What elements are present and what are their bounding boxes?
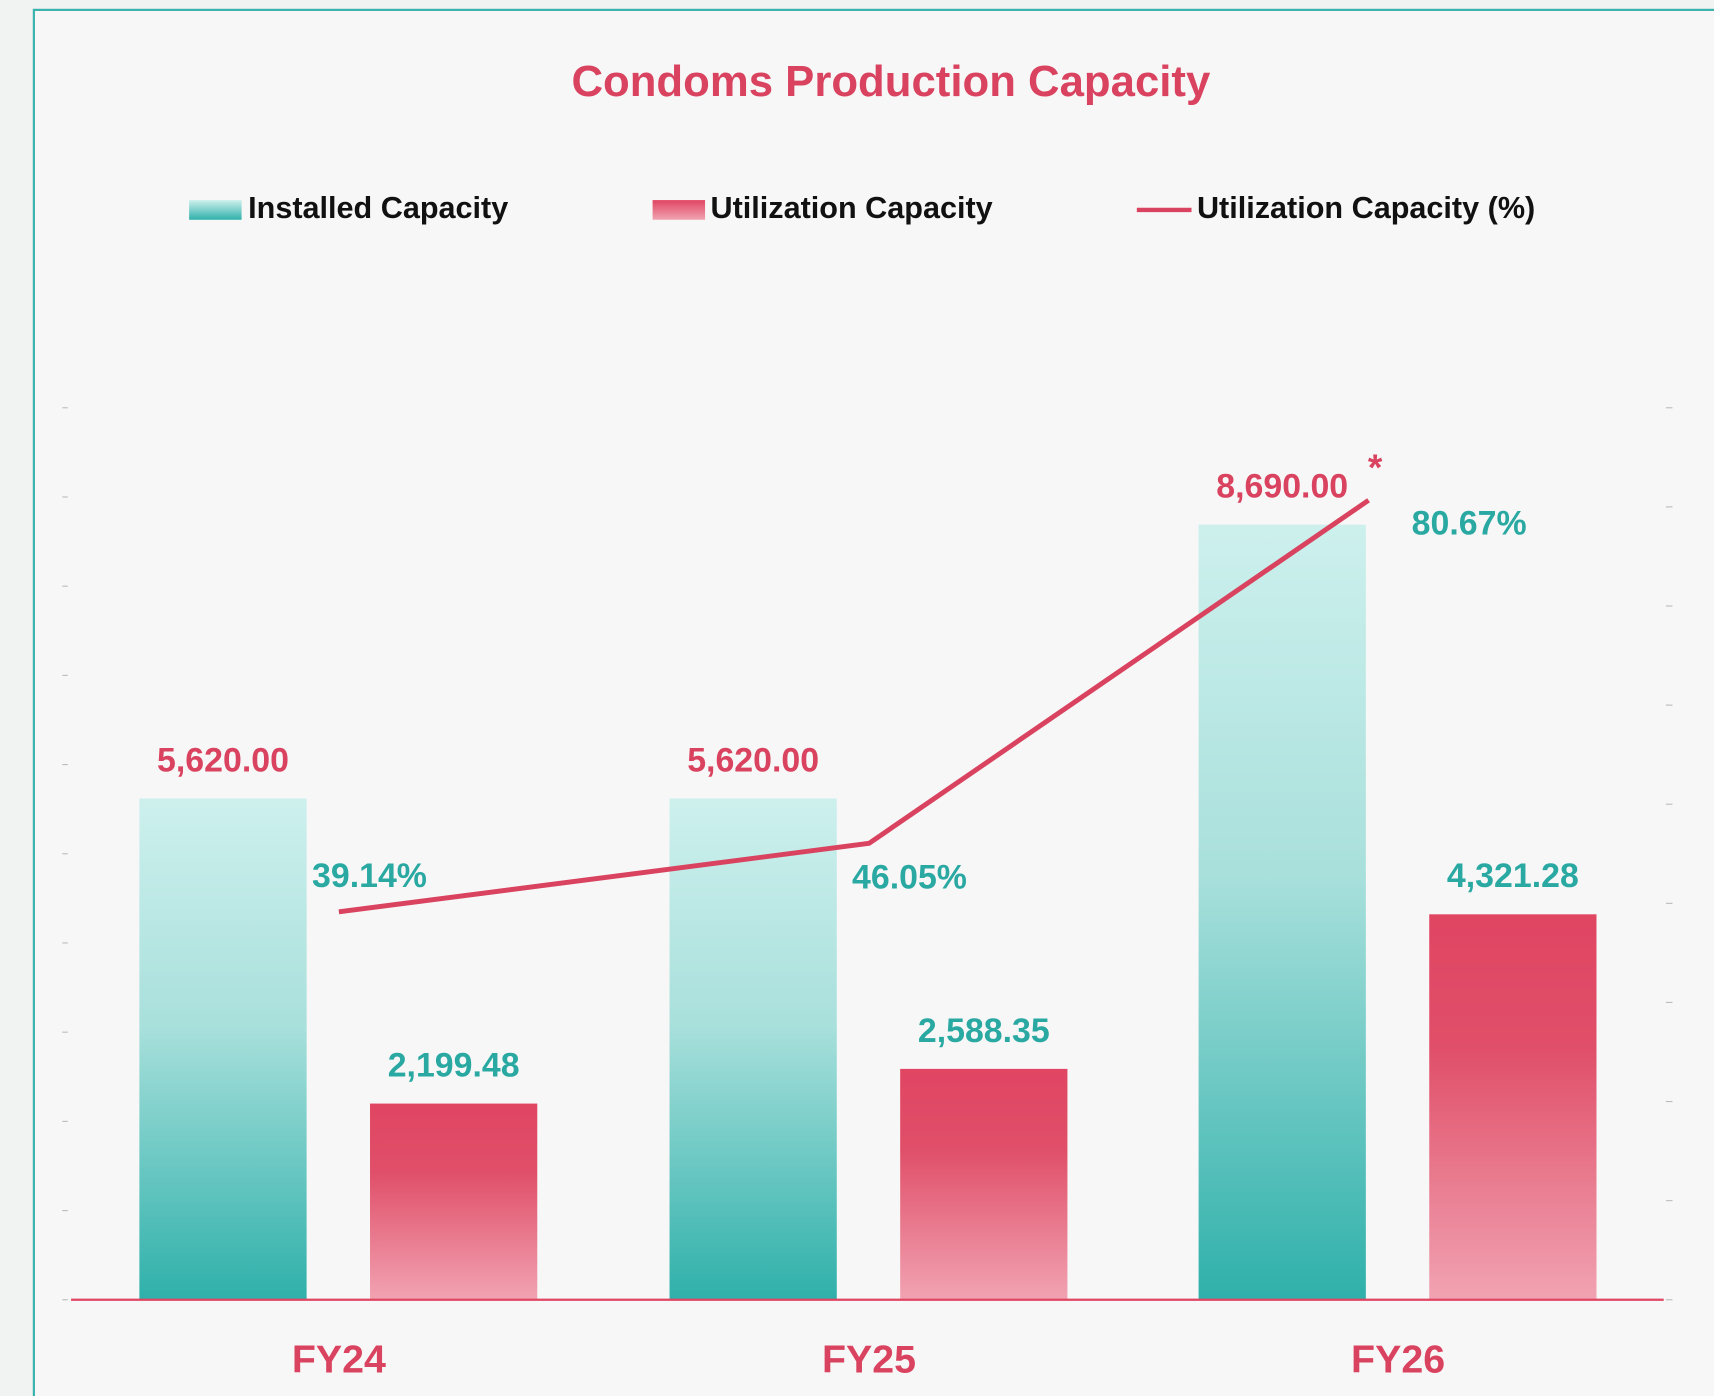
data-label: 4,321.28	[1447, 857, 1579, 895]
bar	[1429, 914, 1597, 1300]
bar	[370, 1103, 538, 1300]
data-label: 80.67%	[1412, 504, 1527, 542]
x-tick-label: FY24	[292, 1337, 386, 1381]
legend-swatch	[189, 200, 242, 220]
x-tick-label: FY26	[1351, 1337, 1445, 1381]
legend-label: Installed Capacity	[248, 191, 508, 225]
legend-swatch	[652, 200, 706, 220]
data-label: 46.05%	[852, 858, 967, 896]
data-label: 5,620.00	[687, 741, 819, 779]
bar	[900, 1068, 1068, 1300]
chart-title: Condoms Production Capacity	[571, 57, 1211, 106]
bar	[1198, 524, 1366, 1300]
data-label: 2,588.35	[918, 1012, 1050, 1050]
legend-label: Utilization Capacity (%)	[1197, 191, 1535, 225]
line	[338, 498, 1370, 915]
data-label: 2,199.48	[388, 1046, 520, 1084]
data-label: 5,620.00	[157, 741, 289, 779]
data-label: 39.14%	[312, 857, 427, 895]
bar	[139, 798, 307, 1300]
x-tick-label: FY25	[822, 1337, 916, 1381]
annotation: *	[1368, 446, 1383, 488]
legend-label: Utilization Capacity	[711, 191, 993, 225]
data-label: 8,690.00	[1216, 468, 1348, 506]
bar	[669, 798, 837, 1300]
